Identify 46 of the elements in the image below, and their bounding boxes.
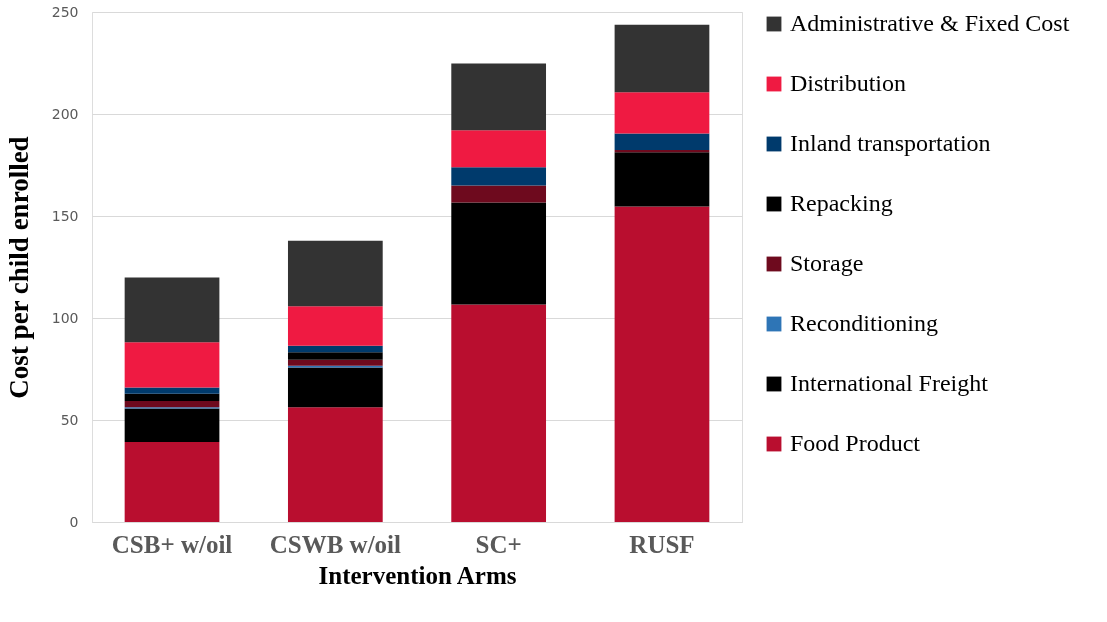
bar <box>124 393 220 402</box>
bar <box>614 92 710 134</box>
bar <box>287 359 383 366</box>
bar <box>451 304 547 522</box>
bar <box>124 408 220 443</box>
x-tick-label: RUSF <box>629 530 695 558</box>
y-tick-label: 200 <box>51 105 79 122</box>
bar <box>451 185 547 203</box>
y-tick-label: 50 <box>60 411 79 428</box>
legend-label: Food Product <box>790 430 921 456</box>
bar <box>614 133 710 151</box>
bar <box>287 352 383 360</box>
legend-label: Reconditioning <box>790 310 938 336</box>
bar <box>124 387 220 394</box>
bar <box>287 407 383 522</box>
bar <box>124 442 220 522</box>
y-tick-label: 0 <box>69 513 79 530</box>
bar <box>124 401 220 408</box>
bar <box>451 167 547 186</box>
y-tick-label: 100 <box>51 309 79 326</box>
bar <box>451 63 547 131</box>
legend-label: Administrative & Fixed Cost <box>790 10 1070 36</box>
bar <box>124 277 220 343</box>
legend-label: Storage <box>790 250 864 276</box>
x-tick-label: CSB+ w/oil <box>111 530 233 558</box>
bar <box>614 206 710 522</box>
bar <box>451 130 547 168</box>
legend-label: Repacking <box>790 190 893 216</box>
x-tick-label: SC+ <box>475 530 522 558</box>
bar <box>451 202 547 305</box>
y-tick-label: 250 <box>51 3 79 20</box>
x-tick-label: CSWB w/oil <box>269 530 402 558</box>
bar <box>287 306 383 346</box>
bar <box>124 342 220 388</box>
y-tick-label: 150 <box>51 207 79 224</box>
y-axis-title: Cost per child enrolled <box>3 136 34 399</box>
bar <box>614 150 710 153</box>
bar <box>287 345 383 353</box>
legend-label: International Freight <box>790 370 989 396</box>
bar <box>614 152 710 207</box>
bar <box>287 367 383 408</box>
bar <box>287 240 383 307</box>
x-axis-title: Intervention Arms <box>318 561 517 589</box>
bar <box>614 24 710 93</box>
legend-label: Inland transportation <box>790 130 991 156</box>
legend-label: Distribution <box>790 70 907 96</box>
